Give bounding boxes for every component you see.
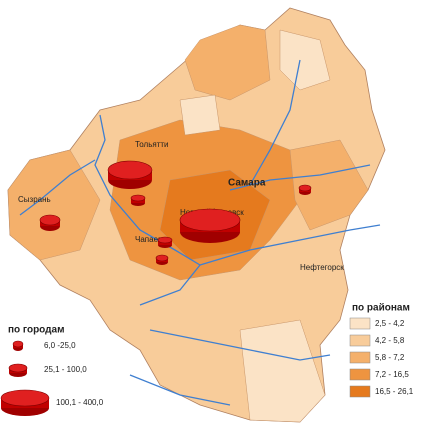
place-label: Тольятти <box>135 140 169 149</box>
legend-swatch <box>349 317 371 330</box>
place-label: Самара <box>228 178 266 189</box>
legend-title: по районам <box>352 303 410 314</box>
legend-swatch <box>349 385 371 398</box>
legend-swatch <box>349 334 371 347</box>
legend-label: 2,5 - 4,2 <box>375 319 405 328</box>
city-marker <box>130 194 146 202</box>
legend-label: 4,2 - 5,8 <box>375 336 405 345</box>
legend-title: по городам <box>8 325 64 336</box>
rivers <box>19 59 381 406</box>
city-marker <box>12 340 24 348</box>
city-marker <box>179 208 241 232</box>
legend-swatch <box>349 368 371 381</box>
place-label: Чапаевск <box>135 235 170 244</box>
legend-label: 6,0 -25,0 <box>44 341 76 350</box>
city-marker <box>39 214 61 226</box>
city-marker <box>107 160 153 180</box>
city-marker <box>155 254 169 262</box>
legend-label: 25,1 - 100,0 <box>44 365 87 374</box>
city-marker <box>298 184 312 192</box>
city-legend: по городам 6,0 -25,0 25,1 - 100,0 100,1 … <box>8 325 104 407</box>
city-marker <box>8 363 28 373</box>
city-marker <box>157 236 173 244</box>
legend-swatch <box>349 351 371 364</box>
district-legend: по районам 2,5 - 4,2 4,2 - 5,8 5,8 - 7,2 7,… <box>349 303 414 398</box>
legend-label: 7,2 - 16,5 <box>375 370 409 379</box>
place-label: Сызрань <box>18 195 51 204</box>
legend-label: 100,1 - 400,0 <box>56 398 104 407</box>
legend-label: 5,8 - 7,2 <box>375 353 405 362</box>
place-label: Нефтегорск <box>300 263 344 272</box>
city-marker <box>0 389 50 407</box>
legend-label: 16,5 - 26,1 <box>375 387 414 396</box>
